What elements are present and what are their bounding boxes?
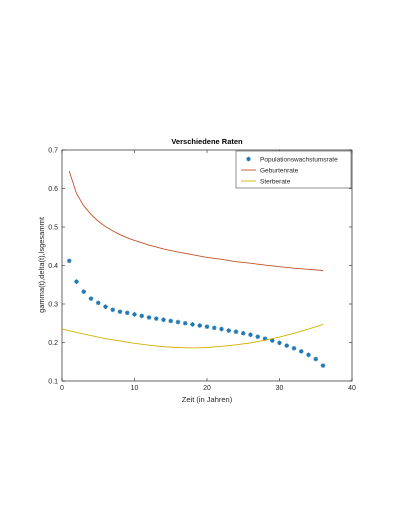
data-point — [291, 345, 297, 351]
y-axis: 0.1 0.2 0.3 0.4 0.5 0.6 0.7 — [48, 148, 352, 386]
legend-label: Populationswachstumsrate — [260, 156, 338, 163]
data-point — [233, 329, 239, 335]
data-point — [197, 323, 203, 328]
data-point — [190, 322, 195, 327]
y-axis-title: gamma(t),delta(t),lsgesammt — [37, 216, 46, 313]
data-point — [277, 340, 282, 346]
data-point — [269, 338, 275, 343]
data-point — [204, 324, 210, 330]
data-point — [168, 318, 174, 324]
data-point — [95, 300, 101, 306]
x-tick-label: 30 — [276, 385, 284, 392]
data-point — [226, 328, 232, 333]
data-point — [298, 349, 304, 354]
x-tick-label: 10 — [131, 385, 139, 392]
y-tick-label: 0.1 — [48, 379, 58, 386]
data-point — [175, 319, 181, 325]
data-point — [161, 317, 166, 323]
data-point — [262, 336, 268, 341]
y-tick-label: 0.5 — [48, 225, 58, 232]
data-point — [219, 326, 224, 332]
data-point — [320, 363, 326, 368]
y-tick-label: 0.6 — [48, 186, 58, 193]
chart-title: Verschiedene Raten — [171, 137, 243, 146]
data-point — [110, 307, 116, 313]
data-point — [146, 315, 152, 320]
x-tick-label: 20 — [203, 385, 211, 392]
x-axis-title: Zeit (in Jahren) — [182, 395, 233, 404]
x-tick-label: 0 — [60, 385, 64, 392]
data-point — [182, 320, 188, 326]
data-point — [117, 309, 123, 314]
data-point — [313, 356, 319, 362]
legend-box — [235, 150, 352, 189]
data-point — [248, 332, 253, 338]
y-tick-label: 0.2 — [48, 340, 58, 347]
series-layer — [61, 171, 326, 368]
data-point — [74, 279, 79, 284]
y-tick-label: 0.3 — [48, 302, 58, 309]
data-point — [153, 316, 159, 321]
legend: Populationswachstumsrate Geburtenrate Ster… — [235, 150, 352, 189]
data-point — [81, 289, 87, 294]
data-point — [211, 325, 217, 331]
series-line-2 — [61, 323, 324, 349]
series-line-1 — [68, 171, 324, 271]
data-point — [132, 312, 137, 317]
x-tick-label: 40 — [348, 385, 356, 392]
data-point — [66, 258, 72, 264]
data-point — [284, 343, 290, 348]
data-point — [139, 313, 145, 319]
y-tick-label: 0.7 — [48, 148, 58, 155]
data-point — [255, 334, 261, 340]
data-point — [240, 330, 246, 336]
y-tick-label: 0.4 — [48, 263, 58, 270]
x-axis: 0 10 20 30 40 — [60, 150, 356, 392]
legend-label: Geburtenrate — [260, 167, 299, 174]
data-point — [88, 296, 94, 301]
data-point — [124, 310, 130, 316]
legend-label: Sterberate — [260, 178, 291, 185]
data-point — [103, 304, 108, 309]
data-point — [306, 352, 311, 358]
plot-area — [61, 149, 353, 382]
legend-swatch — [246, 156, 251, 162]
